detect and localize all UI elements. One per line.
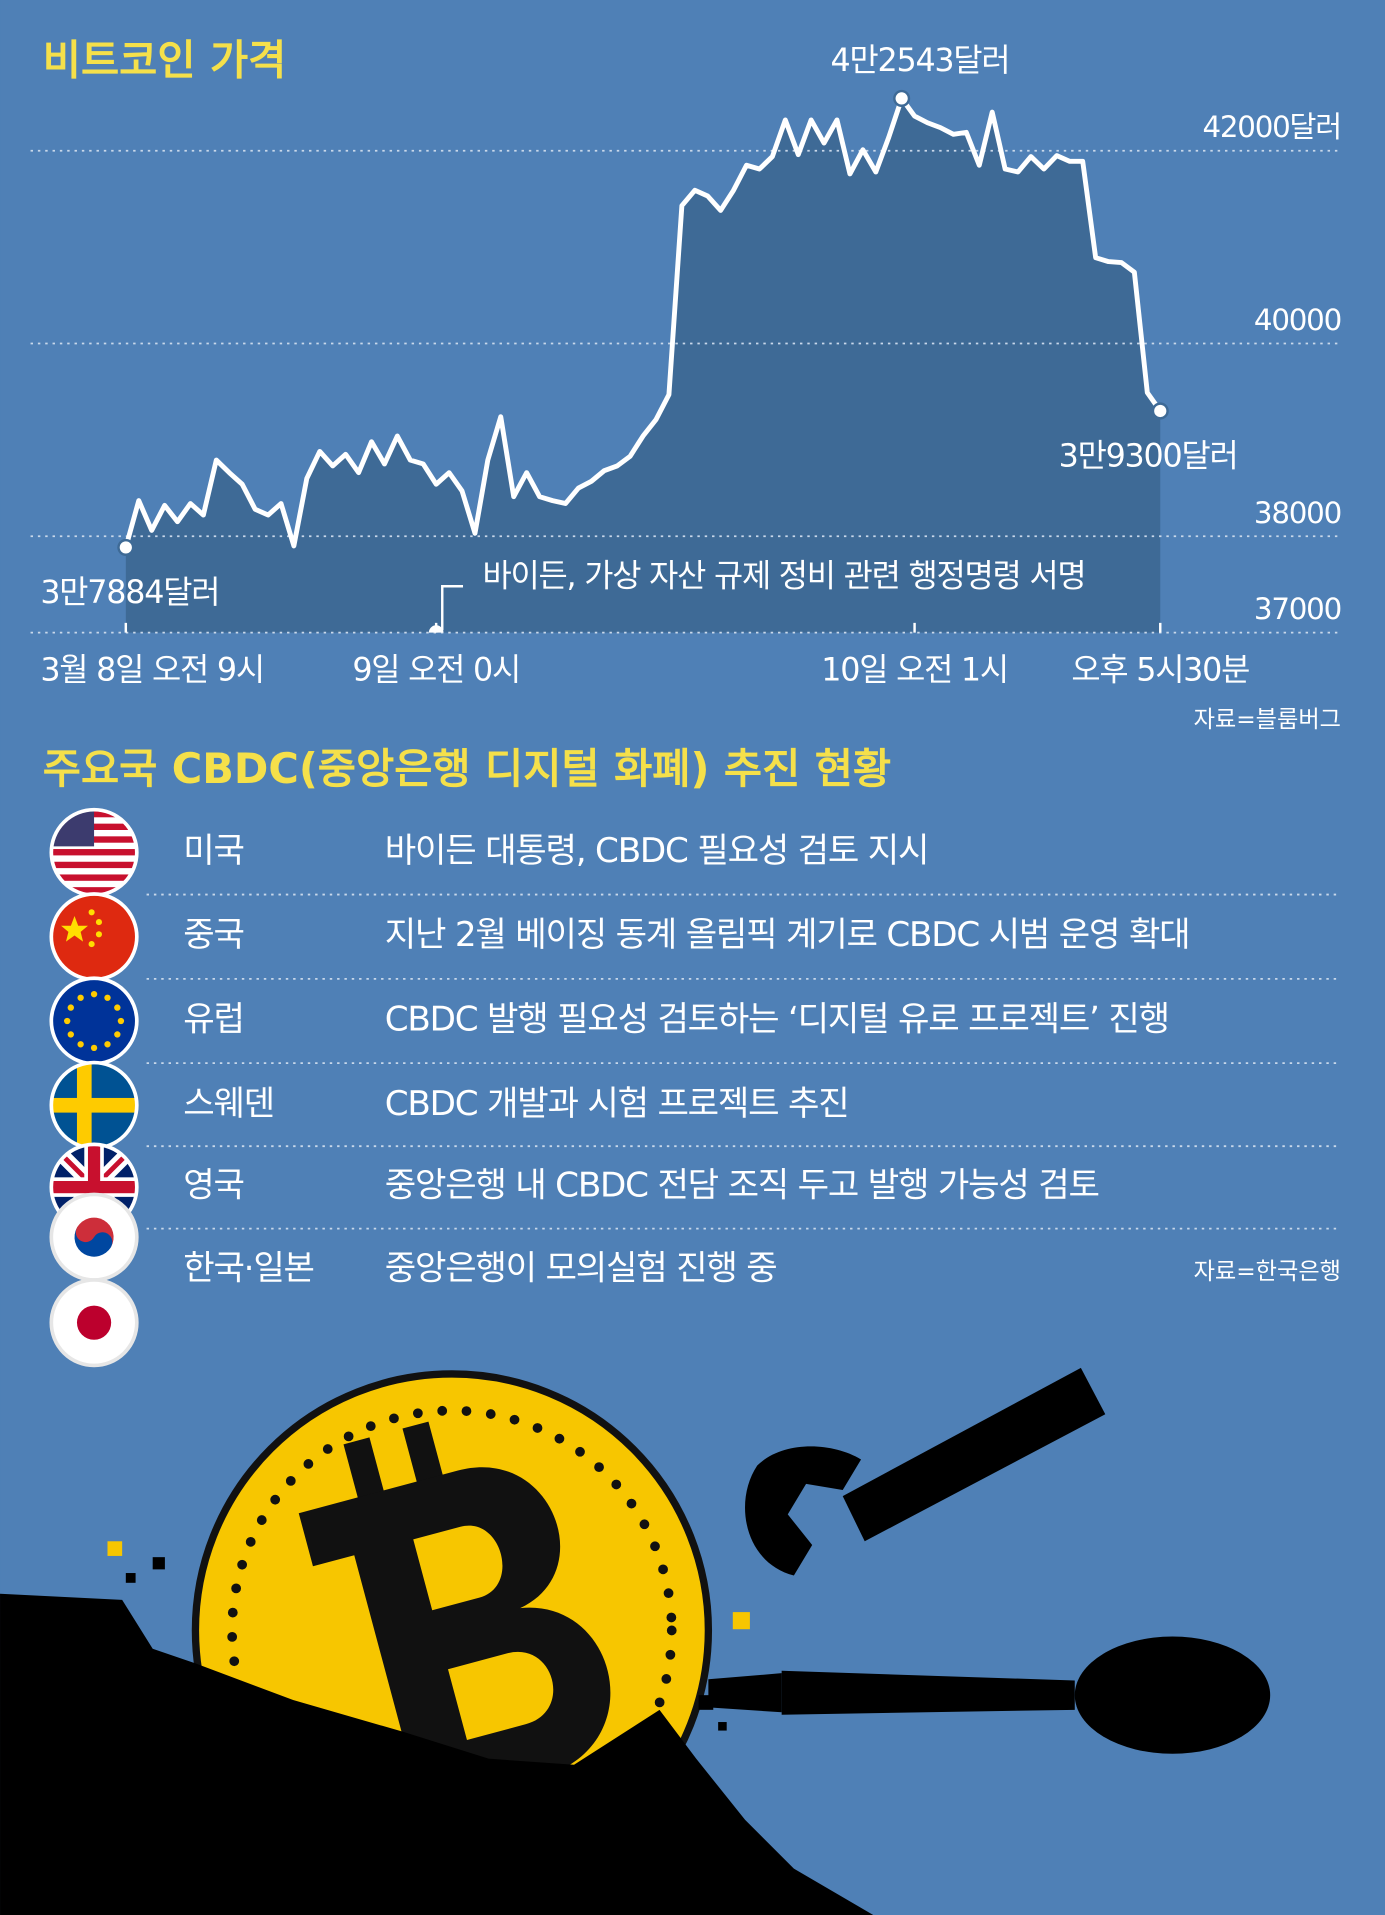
country: 중국 bbox=[183, 915, 243, 955]
country: 스웨덴 bbox=[183, 1084, 274, 1124]
annotation-leader bbox=[441, 585, 464, 631]
country: 한국·일본 bbox=[183, 1249, 314, 1289]
x-tick-label: 10일 오전 1시 bbox=[821, 653, 1008, 689]
price-area bbox=[125, 98, 1161, 633]
flag-korea bbox=[49, 1192, 139, 1282]
y-tick-label: 38000 bbox=[1254, 496, 1341, 530]
eu-star bbox=[114, 1031, 121, 1038]
fragment bbox=[125, 1573, 136, 1583]
fragment bbox=[107, 1541, 123, 1556]
x-tick-label: 3월 8일 오전 9시 bbox=[40, 653, 264, 689]
screwdriver bbox=[708, 1636, 1271, 1754]
fragment bbox=[698, 1695, 714, 1710]
eu-star bbox=[117, 1017, 125, 1025]
status: 지난 2월 베이징 동계 올림픽 계기로 CBDC 시범 운영 확대 bbox=[385, 915, 1190, 955]
chart-source: 자료=블룸버그 bbox=[1194, 706, 1341, 733]
eu-star bbox=[64, 1017, 71, 1025]
value-label: 4만2543달러 bbox=[831, 43, 1010, 79]
annotation-marker bbox=[428, 625, 444, 633]
value-label: 3만7884달러 bbox=[40, 575, 219, 611]
eu-star bbox=[104, 1041, 111, 1048]
status: CBDC 발행 필요성 검토하는 ‘디지털 유로 프로젝트’ 진행 bbox=[385, 1000, 1169, 1040]
flag-japan bbox=[49, 1278, 139, 1368]
flag-eu bbox=[49, 976, 139, 1066]
eu-star bbox=[77, 1041, 84, 1048]
eu-star bbox=[67, 1031, 74, 1038]
table-title: 주요국 CBDC(중앙은행 디지털 화폐) 추진 현황 bbox=[43, 744, 891, 793]
y-tick-label: 37000 bbox=[1254, 592, 1341, 626]
chart-title: 비트코인 가격 bbox=[43, 36, 287, 85]
flag-china bbox=[49, 892, 139, 982]
point-marker bbox=[893, 89, 911, 107]
flag-sweden bbox=[49, 1060, 139, 1150]
annotation: 바이든, 가상 자산 규제 정비 관련 행정명령 서명 bbox=[483, 559, 1086, 595]
y-tick-label: 40000 bbox=[1254, 303, 1341, 337]
status: CBDC 개발과 시험 프로젝트 추진 bbox=[385, 1084, 849, 1124]
ground bbox=[0, 1593, 874, 1915]
wrench bbox=[745, 1367, 1106, 1576]
y-tick-label: 42000달러 bbox=[1202, 110, 1341, 144]
eu-star bbox=[77, 994, 84, 1001]
x-tick-label: 9일 오전 0시 bbox=[352, 653, 520, 689]
point-marker bbox=[117, 538, 135, 556]
fragment bbox=[732, 1612, 750, 1630]
cbdc-table: 주요국 CBDC(중앙은행 디지털 화폐) 추진 현황 미국 바이든 대통령, C… bbox=[43, 744, 1342, 1289]
eu-star bbox=[114, 1004, 121, 1011]
value-label: 3만9300달러 bbox=[1059, 438, 1238, 474]
fragment bbox=[152, 1557, 165, 1570]
price-line bbox=[123, 95, 1163, 549]
price-chart: 비트코인 가격 37000 38000 40000 42000달러 3월 8일 오전 9… bbox=[30, 36, 1342, 733]
status: 중앙은행이 모의실험 진행 중 bbox=[385, 1249, 777, 1289]
fragment bbox=[718, 1722, 727, 1731]
country: 유럽 bbox=[183, 1000, 243, 1040]
illustration bbox=[0, 1367, 1271, 1915]
eu-star bbox=[104, 994, 111, 1001]
eu-star bbox=[90, 990, 98, 998]
status: 바이든 대통령, CBDC 필요성 검토 지시 bbox=[385, 831, 929, 871]
flags bbox=[49, 807, 139, 1368]
table-source: 자료=한국은행 bbox=[1194, 1258, 1341, 1285]
country: 영국 bbox=[183, 1166, 243, 1206]
status: 중앙은행 내 CBDC 전담 조직 두고 발행 가능성 검토 bbox=[385, 1166, 1099, 1206]
country: 미국 bbox=[183, 831, 243, 871]
eu-star bbox=[90, 1044, 98, 1052]
point-marker bbox=[1151, 402, 1169, 420]
x-tick-label: 오후 5시30분 bbox=[1071, 653, 1249, 689]
eu-star bbox=[67, 1004, 74, 1011]
flag-usa bbox=[49, 807, 139, 898]
